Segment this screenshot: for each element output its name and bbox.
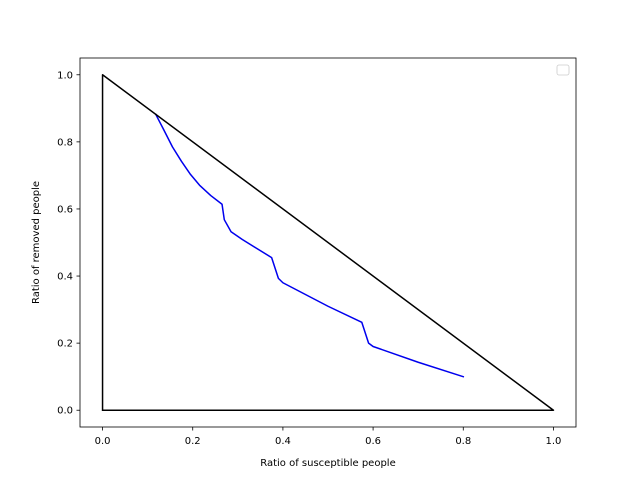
y-tick-label: 0.2 <box>57 339 73 350</box>
y-axis-ticks: 0.0 0.2 0.4 0.6 0.8 1.0 <box>57 70 80 417</box>
y-tick-label: 0.4 <box>57 272 73 283</box>
x-tick-label: 0.8 <box>455 436 471 447</box>
y-tick-label: 0.8 <box>57 137 73 148</box>
x-tick-label: 0.2 <box>185 436 201 447</box>
x-tick-label: 0.4 <box>275 436 291 447</box>
legend-box <box>556 64 570 76</box>
x-axis-title: Ratio of susceptible people <box>260 458 395 469</box>
y-axis-title: Ratio of removed people <box>31 181 42 304</box>
x-tick-label: 0.6 <box>365 436 381 447</box>
plot-frame <box>79 57 577 428</box>
y-tick-label: 1.0 <box>57 70 73 81</box>
x-axis-ticks: 0.0 0.2 0.4 0.6 0.8 1.0 <box>95 427 562 447</box>
y-tick-label: 0.6 <box>57 204 73 215</box>
series-line-0 <box>154 113 465 378</box>
series-layer <box>101 74 555 411</box>
x-tick-label: 1.0 <box>546 436 562 447</box>
x-tick-label: 0.0 <box>95 436 111 447</box>
y-tick-label: 0.0 <box>57 406 73 417</box>
series-line-1 <box>101 74 555 411</box>
